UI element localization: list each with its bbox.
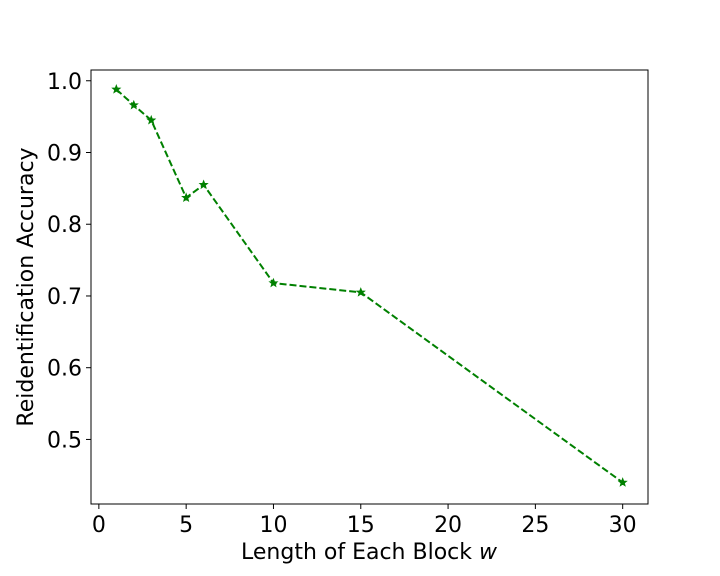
data-point-marker — [355, 287, 366, 297]
x-axis-ticks: 0 5 10 15 20 25 30 — [92, 504, 637, 538]
x-tick-label: 0 — [92, 513, 106, 538]
y-tick-label: 0.5 — [47, 428, 82, 453]
plot-frame — [90, 69, 649, 505]
data-point-marker — [198, 179, 209, 190]
x-tick-label: 25 — [521, 513, 549, 538]
x-tick-label: 30 — [609, 513, 637, 538]
y-tick-label: 1.0 — [47, 70, 82, 95]
data-point-marker — [617, 477, 628, 487]
y-axis-label: Reidentification Accuracy — [14, 147, 39, 426]
data-point-marker — [268, 277, 279, 288]
y-axis-ticks: 0.5 0.6 0.7 0.8 0.9 1.0 — [47, 70, 91, 453]
y-tick-label: 0.8 — [47, 213, 82, 238]
data-point-marker — [111, 84, 122, 94]
y-tick-label: 0.7 — [47, 285, 82, 310]
x-axis-label-text: Length of Each Block — [241, 540, 479, 565]
y-tick-label: 0.6 — [47, 357, 82, 382]
data-point-marker — [146, 114, 157, 125]
plot-area — [91, 70, 648, 504]
series-line — [115, 88, 624, 484]
x-tick-label: 10 — [259, 513, 287, 538]
data-point-marker — [181, 192, 192, 202]
data-point-marker — [128, 99, 139, 110]
x-axis-label-variable: w — [479, 540, 498, 565]
series-layer — [111, 84, 628, 487]
x-tick-label: 20 — [434, 513, 462, 538]
y-tick-label: 0.9 — [47, 141, 82, 166]
x-tick-label: 15 — [347, 513, 375, 538]
x-tick-label: 5 — [179, 513, 193, 538]
x-axis-label: Length of Each Block w — [241, 540, 498, 565]
